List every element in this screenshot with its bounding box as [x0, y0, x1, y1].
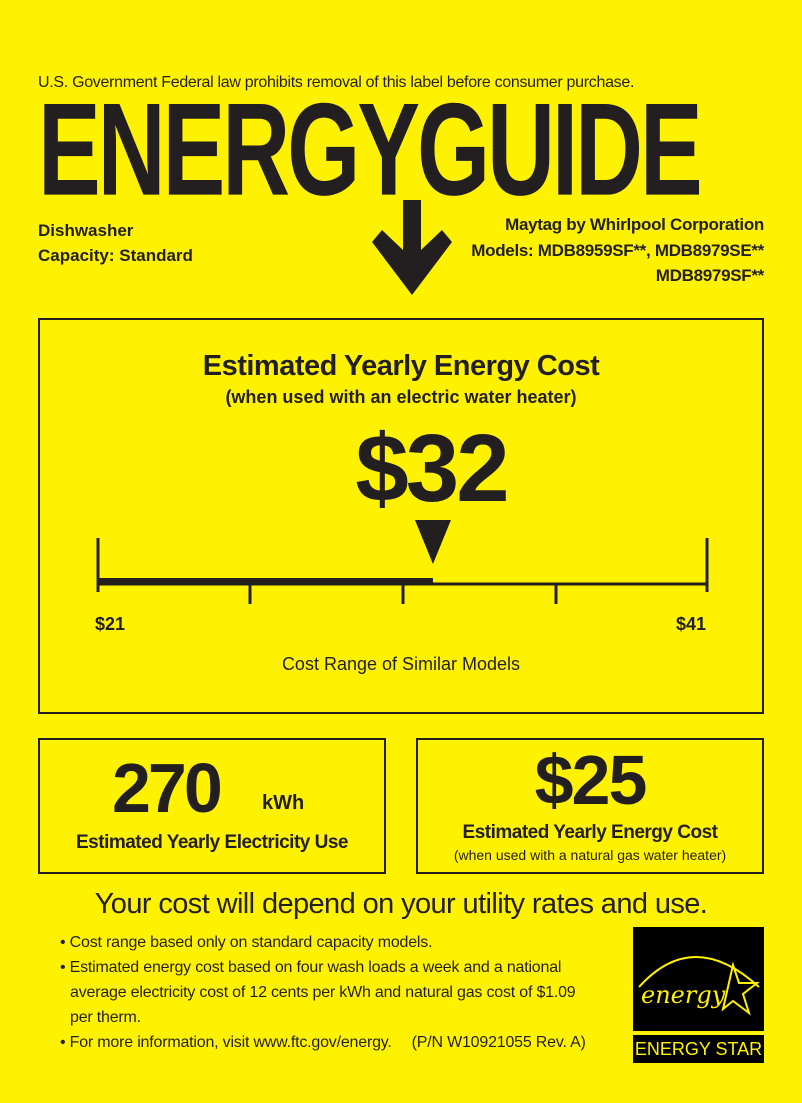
energy-star-icon: energy	[633, 927, 764, 1031]
manufacturer: Maytag by Whirlpool Corporation	[505, 215, 764, 234]
yearly-cost: $32	[355, 415, 509, 522]
bullet-continuation: average electricity cost of 12 cents per…	[70, 984, 576, 1001]
cost-pointer-icon	[414, 520, 451, 564]
gas-cost-sublabel: (when used with a natural gas water heat…	[453, 847, 727, 863]
footer-headline: Your cost will depend on your utility ra…	[94, 888, 708, 920]
capacity: Capacity: Standard	[38, 246, 193, 265]
svg-text:energy: energy	[641, 981, 726, 1009]
appliance-type: Dishwasher	[38, 221, 134, 240]
range-min: $21	[95, 614, 126, 634]
energy-star-label: ENERGY STAR	[633, 1035, 764, 1063]
legal-notice: U.S. Government Federal law prohibits re…	[38, 74, 635, 91]
kwh-unit: kWh	[262, 792, 305, 814]
electricity-use-panel: 270 kWh Estimated Yearly Electricity Use	[38, 738, 386, 874]
gas-cost-value: $25	[534, 741, 648, 819]
part-number: (P/N W10921055 Rev. A)	[411, 1034, 586, 1051]
cost-heading: Estimated Yearly Energy Cost	[202, 350, 600, 382]
electric-cost-panel: Estimated Yearly Energy Cost (when used …	[38, 318, 764, 714]
bullet-item: • Estimated energy cost based on four wa…	[60, 959, 562, 976]
bullet-item: • Cost range based only on standard capa…	[60, 934, 433, 951]
bullet-item: • For more information, visit www.ftc.go…	[60, 1034, 586, 1051]
footer-notes: • Cost range based only on standard capa…	[60, 930, 625, 1055]
models-line-2: MDB8979SF**	[655, 266, 765, 285]
scale-fill	[98, 578, 433, 585]
energyguide-title: ENERGYGUIDE	[38, 75, 703, 223]
range-caption: Cost Range of Similar Models	[281, 654, 521, 674]
kwh-value: 270	[112, 749, 223, 827]
range-max: $41	[675, 614, 706, 634]
gas-cost-label: Estimated Yearly Energy Cost	[462, 822, 718, 843]
electricity-label: Estimated Yearly Electricity Use	[76, 832, 348, 853]
bullet-continuation: per therm.	[70, 1009, 141, 1026]
models-line-1: Models: MDB8959SF**, MDB8979SE**	[471, 241, 764, 260]
arrow-down-icon	[372, 200, 452, 295]
energy-star-logo: energy ENERGY STAR	[633, 927, 764, 1063]
cost-subheading: (when used with an electric water heater…	[225, 387, 577, 407]
cost-range-scale	[96, 520, 709, 604]
gas-cost-panel: $25 Estimated Yearly Energy Cost (when u…	[416, 738, 764, 874]
